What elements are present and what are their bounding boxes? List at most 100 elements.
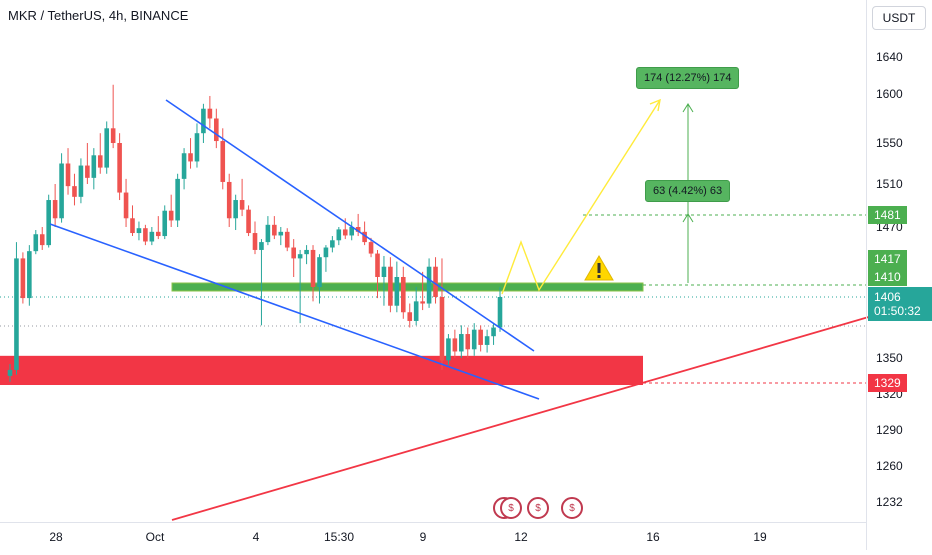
candle-body	[446, 338, 451, 361]
candle-body	[388, 266, 393, 306]
candle-body	[336, 229, 342, 241]
candle	[72, 173, 77, 206]
candle-body	[284, 231, 290, 248]
candle	[368, 237, 374, 258]
candle	[59, 153, 64, 223]
candle-body	[104, 128, 110, 168]
candle	[330, 236, 335, 253]
candle-body	[497, 297, 503, 328]
current-price-value: 1406	[874, 290, 901, 304]
candle	[323, 245, 329, 272]
candle-body	[413, 301, 419, 321]
candle	[162, 205, 168, 240]
candle-body	[291, 247, 296, 259]
candle-body	[14, 258, 19, 370]
candle	[123, 178, 129, 227]
candle-body	[465, 334, 471, 350]
candle	[20, 252, 26, 304]
candle-body	[7, 369, 13, 376]
candle	[394, 261, 400, 313]
target-measure-label-small[interactable]: 63 (4.42%) 63	[645, 180, 731, 202]
candle	[400, 266, 406, 319]
candle	[407, 303, 413, 328]
candle	[14, 242, 19, 375]
candle-body	[181, 153, 187, 179]
candle	[491, 323, 496, 345]
candle-body	[220, 141, 226, 182]
warning-icon[interactable]	[584, 255, 614, 281]
candle	[27, 245, 32, 306]
time-tick-label: 15:30	[323, 530, 355, 544]
candle-body	[59, 163, 64, 219]
economic-event-flag-icon[interactable]: $	[561, 497, 583, 519]
candle-body	[362, 231, 367, 243]
candle	[104, 121, 110, 174]
candle	[291, 239, 296, 277]
candle-body	[478, 329, 483, 345]
chart-drawings	[49, 98, 873, 521]
candle-body	[85, 165, 90, 178]
currency-selector[interactable]: USDT	[872, 6, 926, 30]
candle-body	[65, 163, 71, 187]
candle-body	[20, 258, 26, 299]
price-tick-label: 1640	[876, 50, 903, 64]
candle	[97, 133, 103, 174]
candle-body	[226, 181, 232, 219]
time-tick-label: 16	[646, 530, 660, 544]
candle-body	[123, 192, 129, 219]
candle-body	[46, 200, 51, 246]
candle-body	[259, 242, 264, 250]
measure-arrowhead-large	[682, 103, 694, 113]
candle-body	[52, 200, 58, 219]
candle-body	[407, 312, 413, 321]
candle-body	[149, 231, 155, 242]
candle-body	[484, 336, 490, 345]
candle	[143, 224, 148, 246]
candle-body	[110, 128, 116, 143]
candle-series	[7, 84, 503, 382]
candle	[252, 221, 258, 255]
price-axis-separator	[866, 0, 867, 550]
candle	[155, 216, 161, 240]
candle	[149, 227, 155, 246]
price-tick-label: 1260	[876, 459, 903, 473]
candle	[297, 249, 303, 324]
candle-body	[194, 133, 200, 162]
candle	[420, 271, 425, 311]
candle	[388, 257, 393, 313]
candle	[78, 158, 84, 204]
candle	[439, 258, 445, 370]
candle-body	[471, 329, 477, 350]
economic-event-flag-icon[interactable]: $	[500, 497, 522, 519]
candle-body	[330, 240, 335, 248]
wedge-upper-trendline	[165, 99, 535, 352]
candle	[272, 216, 277, 240]
candle-body	[323, 247, 329, 258]
support-price-tag: 1329	[868, 374, 907, 392]
candle	[207, 95, 213, 129]
candle-body	[265, 224, 271, 243]
target-measure-label-large[interactable]: 174 (12.27%) 174	[636, 67, 740, 89]
candle	[465, 327, 471, 358]
price-tick-label: 1350	[876, 351, 903, 365]
candle-body	[381, 266, 387, 277]
candle	[452, 329, 458, 358]
candle-body	[375, 253, 380, 277]
current-price-tag: 1406 01:50:32	[868, 287, 932, 321]
candle	[201, 103, 206, 143]
candle-body	[207, 108, 213, 119]
candle-body	[355, 227, 361, 232]
candle	[39, 227, 45, 250]
candle-body	[433, 266, 438, 297]
candle-body	[97, 155, 103, 168]
candle-body	[175, 178, 180, 221]
candle	[413, 287, 419, 326]
symbol-title[interactable]: MKR / TetherUS, 4h, BINANCE	[8, 8, 189, 23]
time-tick-label: Oct	[145, 530, 165, 544]
economic-event-flag-icon[interactable]: $	[527, 497, 549, 519]
candle	[214, 108, 219, 149]
candle-body	[72, 186, 77, 197]
candle-body	[426, 266, 432, 304]
